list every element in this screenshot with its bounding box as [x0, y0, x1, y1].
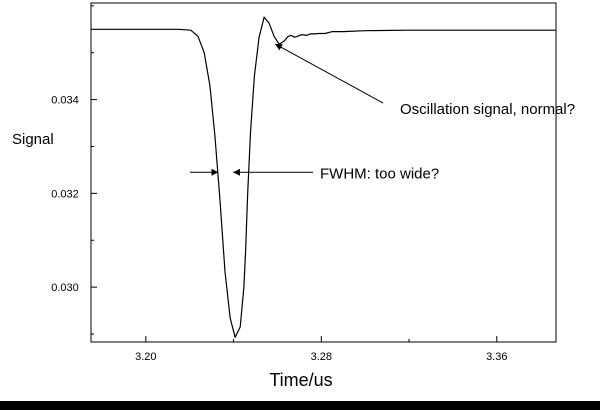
y-axis-ticks: 0.030 0.032 0.034: [51, 5, 97, 335]
oscillation-annotation: Oscillation signal, normal?: [400, 101, 575, 118]
x-tick-label: 3.36: [486, 351, 507, 363]
y-tick-label: 0.030: [51, 282, 79, 294]
x-axis-ticks: 3.20 3.28 3.36: [135, 336, 507, 363]
x-tick-label: 3.28: [311, 351, 332, 363]
y-axis-title: Signal: [12, 131, 54, 148]
x-tick-label: 3.20: [135, 351, 156, 363]
x-axis-title: Time/us: [269, 370, 332, 390]
y-tick-label: 0.032: [51, 188, 79, 200]
series-line: [91, 16, 556, 338]
fwhm-annotation: FWHM: too wide?: [320, 165, 439, 182]
oscillation-arrow: [274, 43, 384, 104]
plot-frame: [90, 2, 557, 343]
annotations: Oscillation signal, normal? FWHM: too wi…: [190, 43, 575, 182]
bottom-border: [0, 401, 600, 410]
y-tick-label: 0.034: [51, 95, 79, 107]
